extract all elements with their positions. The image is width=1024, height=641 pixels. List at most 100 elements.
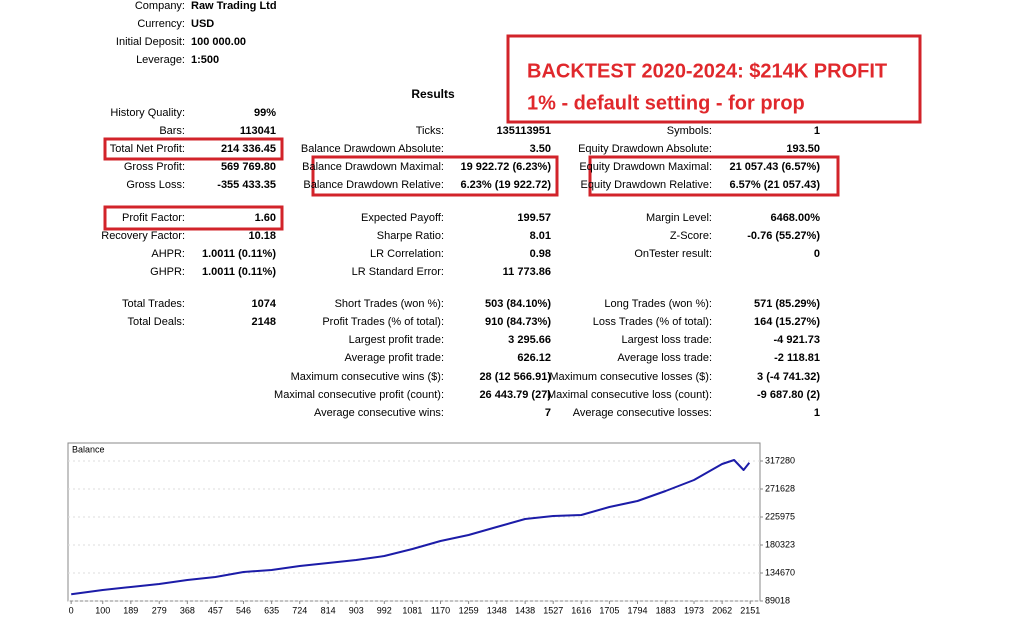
field-value: 21 057.43 (6.57%) xyxy=(729,161,820,173)
field-label: Symbols: xyxy=(667,125,712,137)
field-label: Profit Factor: xyxy=(122,212,185,224)
x-tick-label: 1259 xyxy=(459,605,479,615)
field-value: 571 (85.29%) xyxy=(754,298,820,310)
highlight-box xyxy=(103,205,284,231)
x-tick-label: 546 xyxy=(236,605,251,615)
field-value: 1.0011 (0.11%) xyxy=(202,266,276,278)
field-value: 1:500 xyxy=(191,54,219,66)
x-tick-label: 1794 xyxy=(627,605,647,615)
field-value: 19 922.72 (6.23%) xyxy=(460,161,551,173)
field-label: Loss Trades (% of total): xyxy=(593,316,712,328)
field-label: Long Trades (won %): xyxy=(604,298,712,310)
field-value: 100 000.00 xyxy=(191,36,246,48)
field-label: Sharpe Ratio: xyxy=(377,230,444,242)
field-label: Balance Drawdown Maximal: xyxy=(302,161,444,173)
field-label: Profit Trades (% of total): xyxy=(322,316,444,328)
field-label: LR Standard Error: xyxy=(352,266,444,278)
field-value: 8.01 xyxy=(530,230,551,242)
annotation-box xyxy=(506,34,922,124)
field-value: 3 (-4 741.32) xyxy=(757,371,820,383)
x-tick-label: 0 xyxy=(69,605,74,615)
x-tick-label: 1081 xyxy=(402,605,422,615)
x-tick-label: 1348 xyxy=(487,605,507,615)
x-tick-label: 635 xyxy=(264,605,279,615)
balance-line xyxy=(71,459,751,596)
field-label: Expected Payoff: xyxy=(361,212,444,224)
field-value: 626.12 xyxy=(517,352,551,364)
field-value: -2 118.81 xyxy=(774,352,820,364)
field-value: 910 (84.73%) xyxy=(485,316,551,328)
field-label: Z-Score: xyxy=(670,230,712,242)
field-value: 199.57 xyxy=(517,212,551,224)
field-label: Equity Drawdown Absolute: xyxy=(578,143,712,155)
field-value: 28 (12 566.91) xyxy=(479,371,551,383)
x-tick-label: 1705 xyxy=(599,605,619,615)
field-value: 0 xyxy=(814,248,820,260)
field-value: 2148 xyxy=(252,316,276,328)
field-label: GHPR: xyxy=(150,266,185,278)
field-value: 569 769.80 xyxy=(221,161,276,173)
field-label: Balance Drawdown Relative: xyxy=(303,179,444,191)
field-value: 214 336.45 xyxy=(221,143,276,155)
field-value: Raw Trading Ltd xyxy=(191,0,277,12)
field-value: 1 xyxy=(814,407,820,419)
x-tick-label: 903 xyxy=(349,605,364,615)
field-label: Bars: xyxy=(159,125,185,137)
x-tick-label: 814 xyxy=(321,605,336,615)
field-label: Maximum consecutive losses ($): xyxy=(549,371,712,383)
field-value: 135113951 xyxy=(497,125,551,137)
x-tick-label: 992 xyxy=(377,605,392,615)
x-tick-label: 1438 xyxy=(515,605,535,615)
field-value: 6.23% (19 922.72) xyxy=(460,179,551,191)
annotation-line: 1% - default setting - for prop xyxy=(527,92,805,114)
y-tick-label: 271628 xyxy=(765,483,795,493)
field-value: -355 433.35 xyxy=(217,179,276,191)
field-value: 503 (84.10%) xyxy=(485,298,551,310)
x-tick-label: 1883 xyxy=(656,605,676,615)
field-value: 1 xyxy=(814,125,820,137)
y-tick-label: 225975 xyxy=(765,511,795,521)
field-label: Total Trades: xyxy=(122,298,185,310)
highlight-box xyxy=(311,155,559,197)
y-tick-label: 317280 xyxy=(765,455,795,465)
field-label: Initial Deposit: xyxy=(116,36,185,48)
x-tick-label: 2062 xyxy=(712,605,732,615)
results-title: Results xyxy=(411,87,455,101)
field-value: USD xyxy=(191,18,214,30)
chart-frame xyxy=(67,442,761,602)
field-value: -4 921.73 xyxy=(774,334,820,346)
field-value: -0.76 (55.27%) xyxy=(747,230,820,242)
field-label: Average consecutive wins: xyxy=(314,407,444,419)
x-tick-label: 724 xyxy=(292,605,307,615)
field-label: Total Deals: xyxy=(128,316,185,328)
field-value: 113041 xyxy=(240,125,276,137)
chart-title: Balance xyxy=(72,444,105,454)
x-tick-label: 1170 xyxy=(431,605,450,615)
field-label: Equity Drawdown Maximal: xyxy=(579,161,712,173)
field-label: Short Trades (won %): xyxy=(335,298,444,310)
field-label: Margin Level: xyxy=(646,212,712,224)
field-label: Average profit trade: xyxy=(345,352,444,364)
field-value: 1.60 xyxy=(255,212,276,224)
field-value: 164 (15.27%) xyxy=(754,316,820,328)
field-label: Currency: xyxy=(137,18,185,30)
x-tick-label: 2151 xyxy=(740,605,760,615)
highlight-box xyxy=(103,137,284,161)
field-label: Ticks: xyxy=(416,125,444,137)
field-value: 26 443.79 (27) xyxy=(479,389,551,401)
field-label: Recovery Factor: xyxy=(101,230,185,242)
field-value: 3 295.66 xyxy=(508,334,551,346)
field-label: Maximal consecutive loss (count): xyxy=(547,389,712,401)
x-tick-label: 189 xyxy=(123,605,138,615)
x-tick-label: 100 xyxy=(95,605,110,615)
x-tick-label: 1616 xyxy=(571,605,591,615)
field-label: Largest profit trade: xyxy=(349,334,444,346)
field-label: Largest loss trade: xyxy=(622,334,713,346)
x-tick-label: 457 xyxy=(208,605,223,615)
field-label: Maximal consecutive profit (count): xyxy=(274,389,444,401)
field-value: 7 xyxy=(545,407,551,419)
field-label: Maximum consecutive wins ($): xyxy=(291,371,444,383)
field-label: Average loss trade: xyxy=(617,352,712,364)
field-label: Gross Profit: xyxy=(124,161,185,173)
